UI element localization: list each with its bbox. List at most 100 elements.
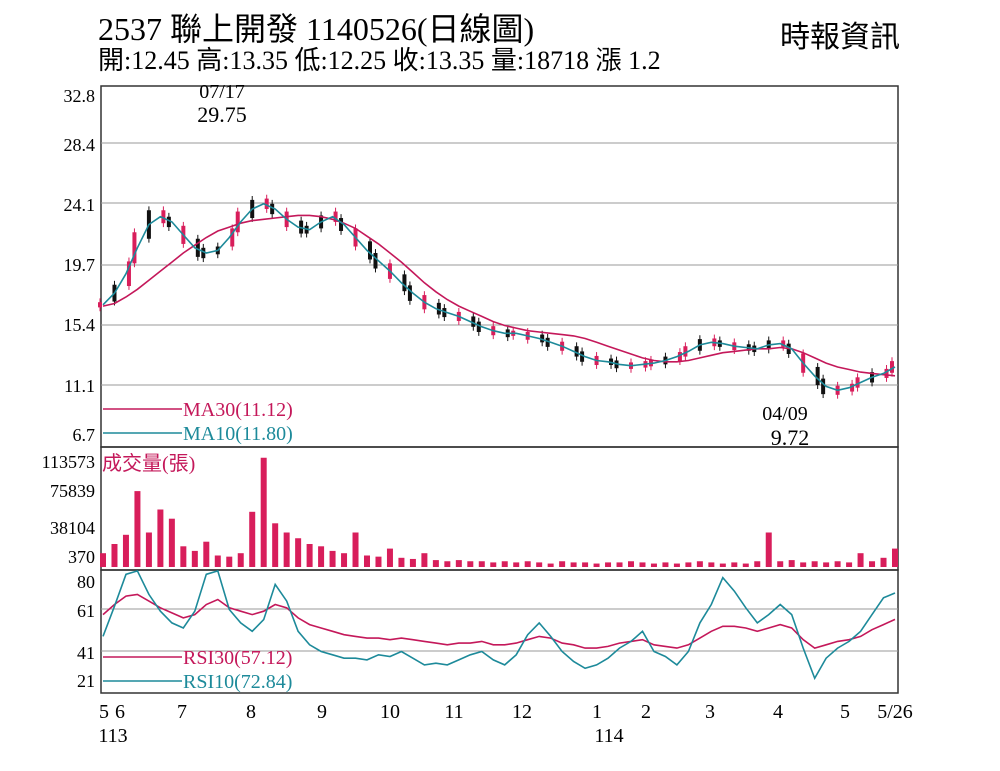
volume-bar xyxy=(237,553,244,567)
candle-body xyxy=(201,247,206,259)
volume-bar xyxy=(203,541,210,567)
rsi-panel xyxy=(100,569,899,694)
candle-body xyxy=(407,285,412,301)
volume-bar xyxy=(398,557,405,567)
source-label: 時報資訊 xyxy=(780,21,900,54)
volume-bar xyxy=(260,457,267,567)
candle-body xyxy=(235,211,240,233)
volume-bar xyxy=(673,563,680,567)
ma30-line xyxy=(102,214,896,377)
volume-bar xyxy=(111,544,118,567)
candle-body xyxy=(368,241,372,260)
volume-bar xyxy=(662,562,669,567)
volume-bar xyxy=(811,561,818,567)
candle-body xyxy=(166,216,171,228)
volume-panel xyxy=(100,446,899,571)
volume-bar xyxy=(341,553,348,567)
ma30-legend: MA30(11.12) xyxy=(183,399,293,421)
rsi30-line xyxy=(102,593,896,649)
price-tick: 28.4 xyxy=(64,135,96,155)
price-panel xyxy=(100,85,899,448)
candle-body xyxy=(574,346,579,357)
volume-legend: 成交量(張) xyxy=(102,452,195,475)
x-tick: 3 xyxy=(705,701,715,723)
volume-bar xyxy=(490,562,497,567)
volume-bar xyxy=(214,555,221,567)
candle-body xyxy=(850,383,855,392)
volume-bar xyxy=(742,563,749,567)
volume-bar xyxy=(249,511,256,567)
x-tick: 4 xyxy=(773,701,783,723)
volume-bar xyxy=(823,562,830,567)
x-tick: 5 xyxy=(840,701,850,723)
volume-bar xyxy=(685,562,692,567)
volume-bar xyxy=(857,553,864,567)
volume-bar xyxy=(478,561,485,567)
x-tick: 9 xyxy=(317,701,327,723)
volume-bar xyxy=(880,557,887,567)
candle-body xyxy=(98,302,102,308)
candle-body xyxy=(126,261,131,287)
year-label: 114 xyxy=(594,725,623,747)
candle-body xyxy=(545,337,550,347)
ma10-legend: MA10(11.80) xyxy=(183,423,293,445)
high-value-label: 29.75 xyxy=(197,102,247,127)
x-tick: 2 xyxy=(641,701,651,723)
low-date-label: 04/09 xyxy=(762,403,808,425)
volume-bar xyxy=(386,548,393,567)
volume-bar xyxy=(283,532,290,567)
volume-bar xyxy=(570,562,577,567)
ohlc-summary: 開:12.45 高:13.35 低:12.25 收:13.35 量:18718 … xyxy=(98,46,661,75)
rsi30-legend: RSI30(57.12) xyxy=(183,647,292,669)
volume-bar xyxy=(650,563,657,567)
volume-bar xyxy=(593,563,600,567)
volume-bar xyxy=(134,491,141,567)
candle-body xyxy=(815,366,820,386)
x-tick: 5/26 xyxy=(877,701,913,723)
volume-bar xyxy=(375,556,382,567)
volume-bar xyxy=(226,556,233,567)
rsi-tick: 21 xyxy=(77,671,95,691)
candle-body xyxy=(781,340,786,347)
volume-bar xyxy=(100,553,106,567)
x-tick: 8 xyxy=(246,701,256,723)
volume-bar xyxy=(582,562,589,567)
x-tick: 6 xyxy=(115,701,125,723)
candle-body xyxy=(436,302,441,315)
candle-body xyxy=(230,228,235,247)
candle-body xyxy=(884,368,889,378)
x-tick: 10 xyxy=(380,701,400,723)
candle-body xyxy=(270,203,275,215)
volume-bar xyxy=(892,548,898,567)
candle-body xyxy=(402,274,407,292)
volume-bar xyxy=(467,561,474,567)
volume-bar xyxy=(559,561,566,567)
candle-body xyxy=(821,378,826,395)
candle-body xyxy=(476,321,481,332)
volume-bar xyxy=(409,558,416,567)
volume-bar xyxy=(788,560,795,567)
x-tick: 7 xyxy=(177,701,187,723)
volume-bar xyxy=(708,562,715,567)
price-tick: 32.8 xyxy=(64,86,96,106)
candle-body xyxy=(161,210,166,224)
volume-bar xyxy=(444,561,451,567)
candle-body xyxy=(580,351,585,362)
candle-body xyxy=(540,334,545,343)
year-label: 113 xyxy=(98,725,127,747)
volume-tick: 38104 xyxy=(50,518,95,538)
rsi10-legend: RSI10(72.84) xyxy=(183,671,292,693)
rsi10-line xyxy=(102,569,896,681)
candle-body xyxy=(373,252,378,269)
price-tick: 24.1 xyxy=(64,195,96,215)
volume-bar xyxy=(501,561,508,567)
candle-body xyxy=(339,218,344,231)
volume-bar xyxy=(421,553,428,567)
volume-bar xyxy=(145,532,152,567)
volume-bar xyxy=(536,562,543,567)
candle-body xyxy=(442,308,447,318)
x-tick: 11 xyxy=(444,701,463,723)
candle-body xyxy=(890,361,894,373)
chart-title: 2537 聯上開發 1140526(日線圖) xyxy=(98,11,535,47)
